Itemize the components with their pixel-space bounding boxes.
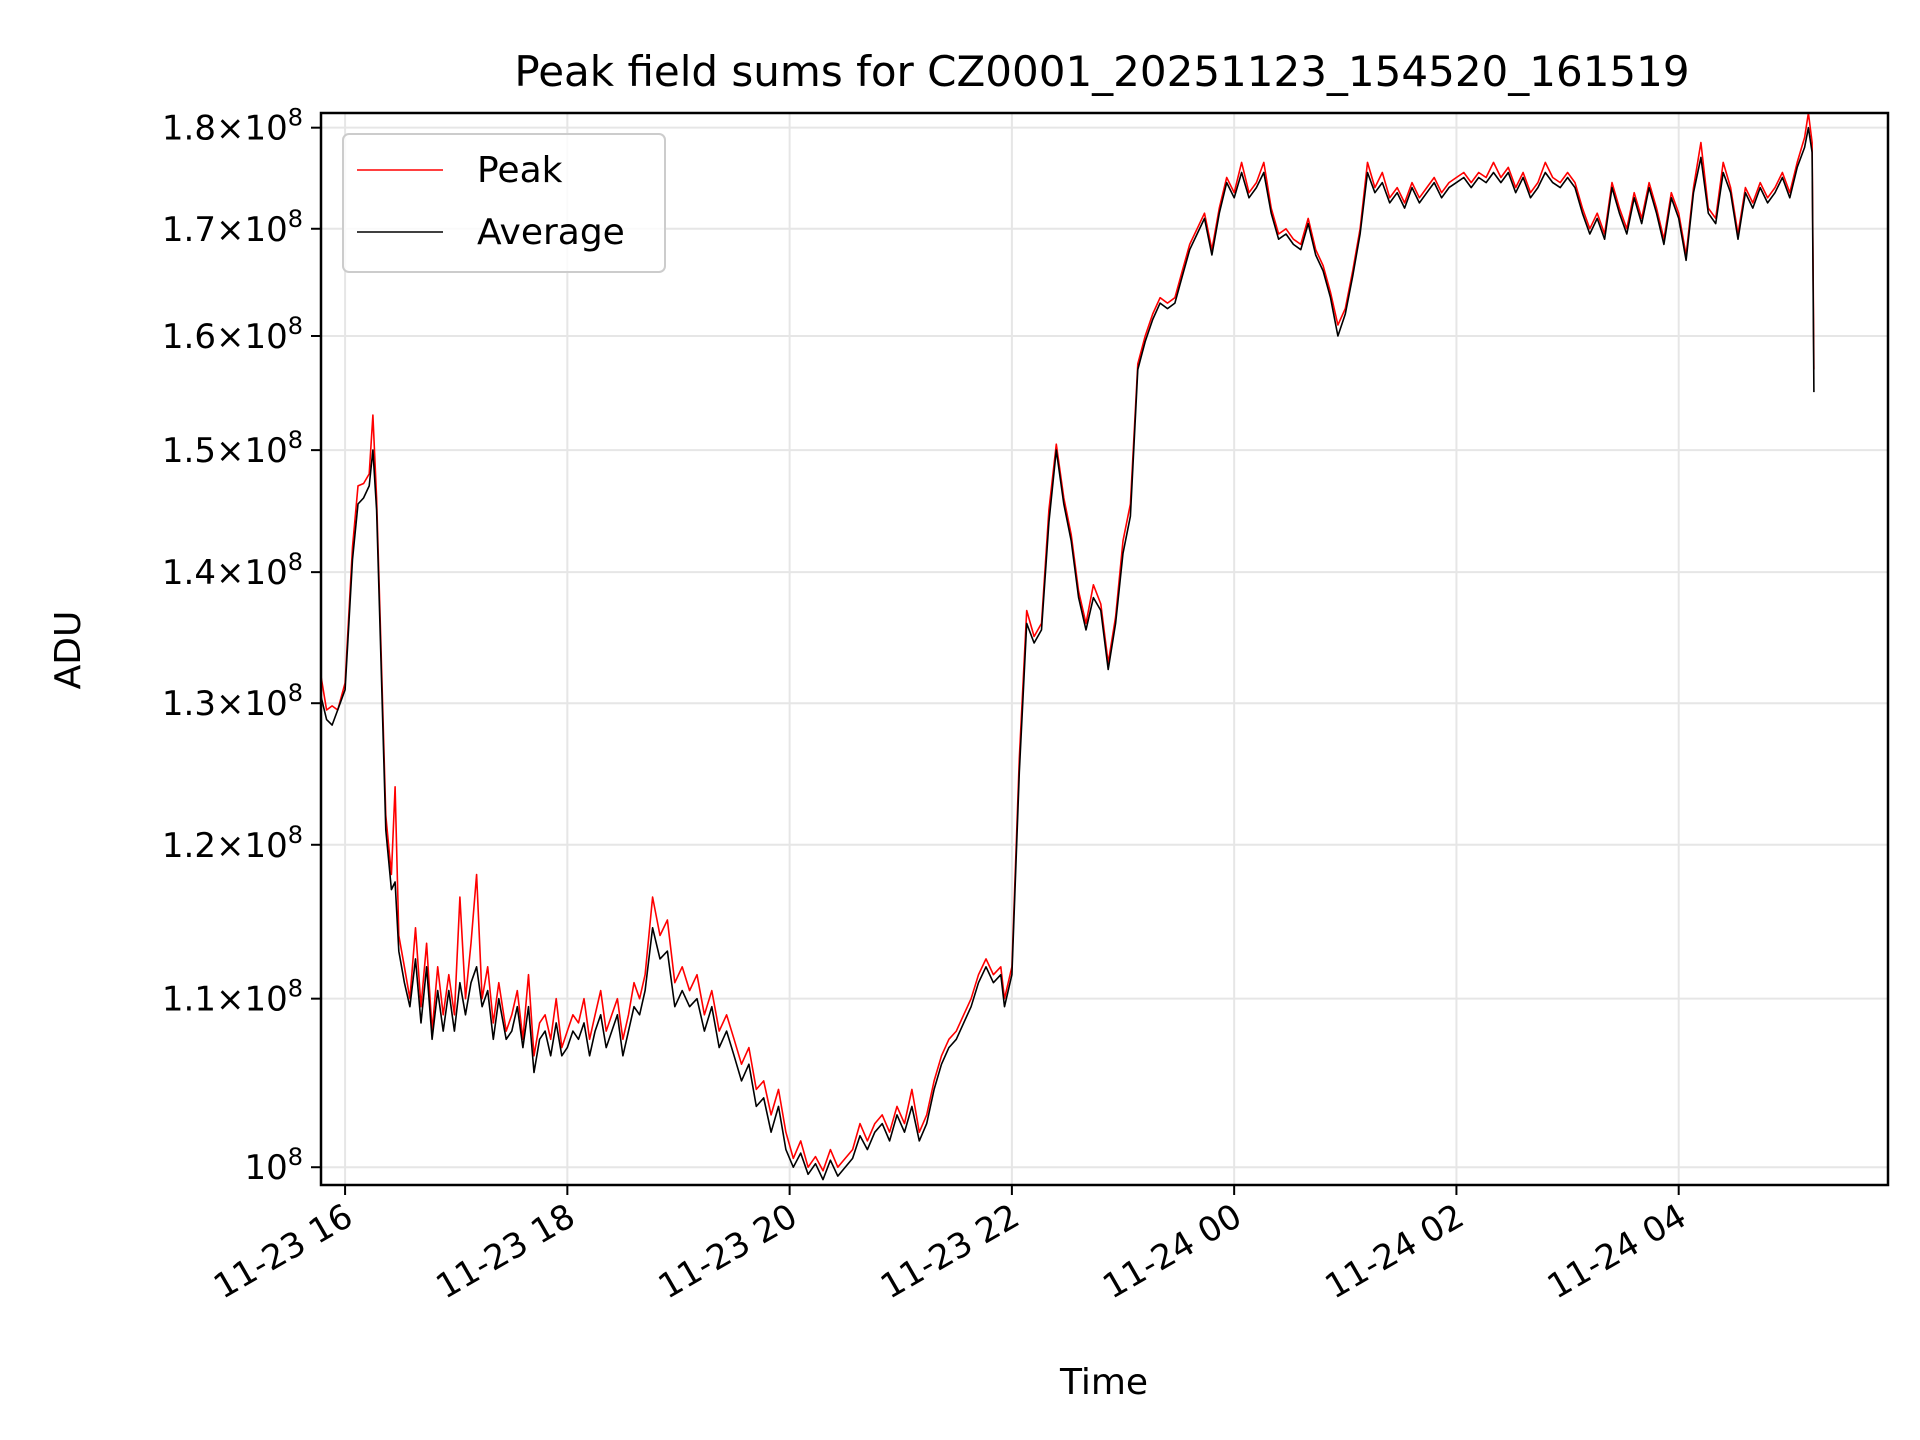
y-tick-exponent: 8	[288, 548, 303, 576]
y-tick-label: 1.6×108	[162, 312, 303, 357]
legend-label-average: Average	[477, 212, 625, 253]
plot-frame	[319, 111, 1890, 1187]
y-tick-exponent: 8	[288, 426, 303, 454]
y-axis: 108 1.1×108 1.2×108 1.3×108 1.4×108 1.5×108 1.…	[162, 104, 321, 1188]
legend-box	[342, 133, 666, 273]
legend: Peak Average	[342, 133, 666, 273]
y-tick-label: 108	[244, 1143, 303, 1188]
y-tick-label: 1.7×108	[162, 205, 303, 250]
y-tick-label: 1.8×108	[162, 104, 303, 149]
chart-title: Peak field sums for CZ0001_20251123_1545…	[514, 47, 1689, 96]
y-tick-exponent: 8	[288, 1143, 303, 1171]
y-tick-exponent: 8	[288, 312, 303, 340]
y-tick-exponent: 8	[288, 679, 303, 707]
plot-area	[320, 112, 1815, 1181]
y-tick-exponent: 8	[288, 104, 303, 132]
y-tick-label: 1.5×108	[162, 426, 303, 471]
y-axis-label: ADU	[48, 611, 89, 690]
y-tick-exponent: 8	[288, 821, 303, 849]
y-tick-label: 1.4×108	[162, 548, 303, 593]
legend-label-peak: Peak	[477, 150, 563, 191]
x-axis-label: Time	[1059, 1362, 1148, 1403]
series-line-average	[320, 126, 1815, 1181]
y-tick-label: 1.2×108	[162, 821, 303, 866]
y-tick-exponent: 8	[288, 205, 303, 233]
y-tick-exponent: 8	[288, 975, 303, 1003]
y-tick-label: 1.3×108	[162, 679, 303, 724]
y-tick-label: 1.1×108	[162, 975, 303, 1020]
